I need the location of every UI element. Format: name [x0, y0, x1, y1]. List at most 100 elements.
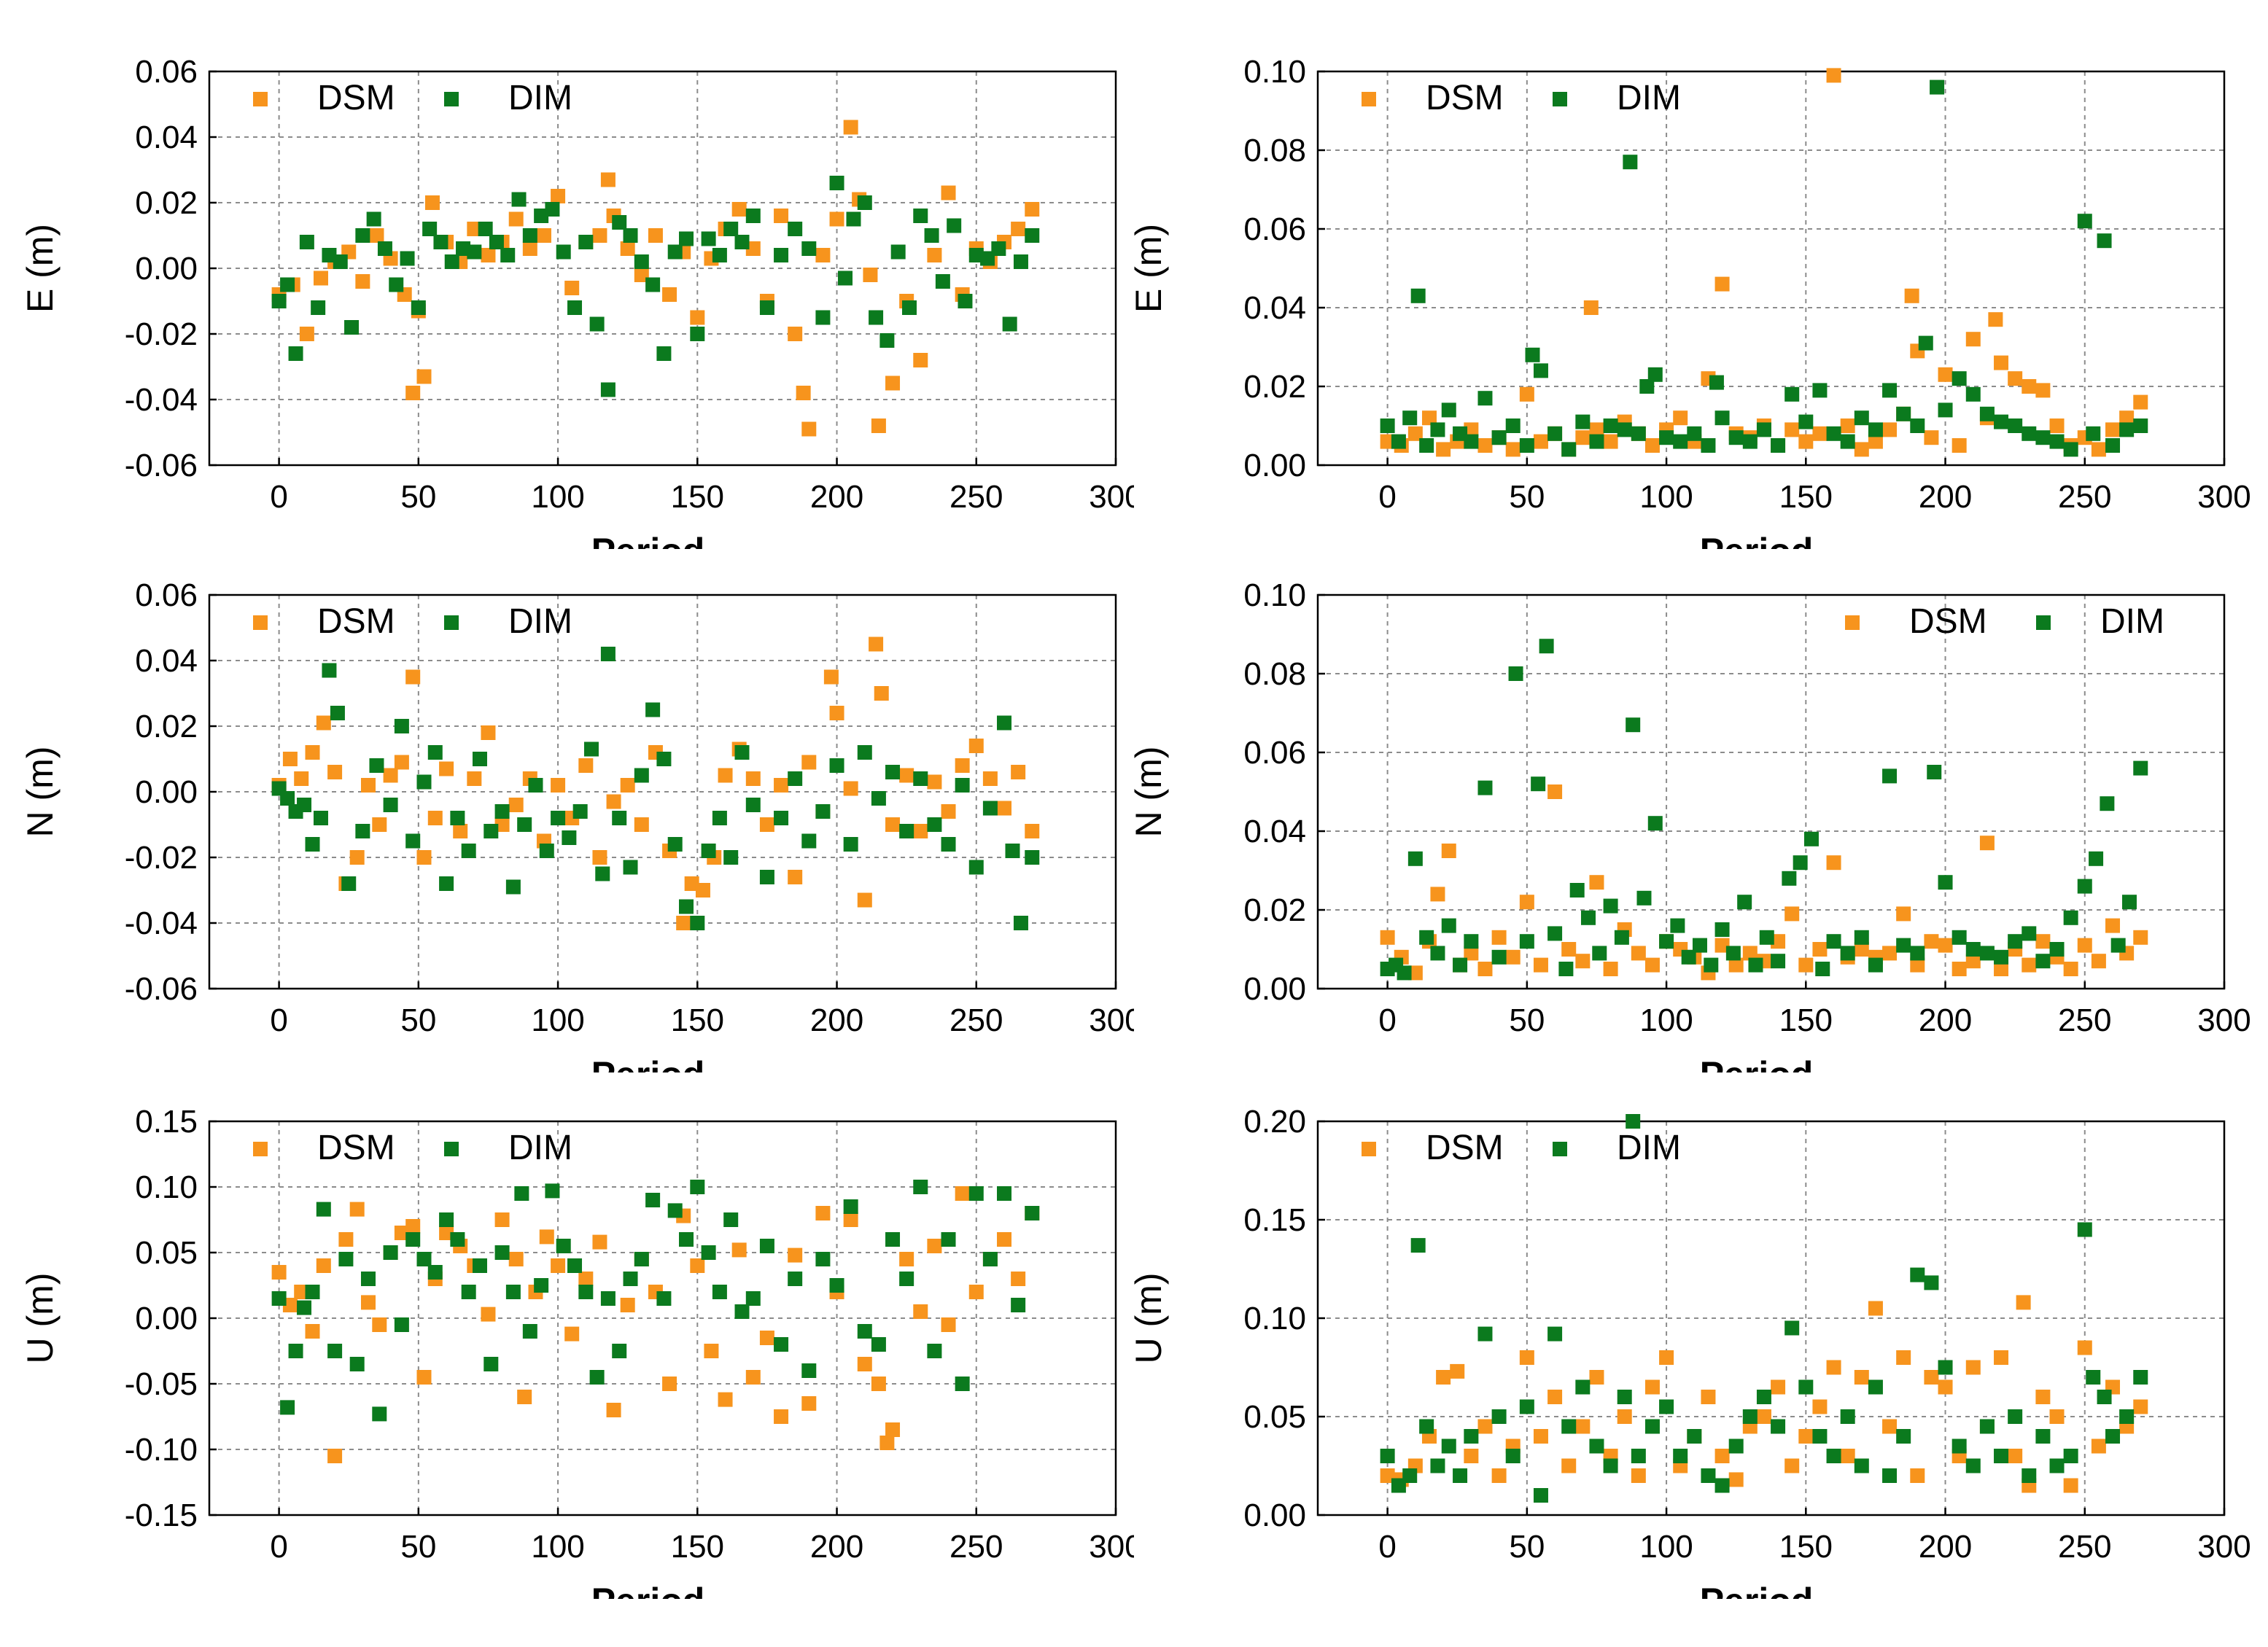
dsm-point [1728, 1472, 1744, 1487]
dim-point [723, 222, 739, 236]
dim-point [1477, 1326, 1493, 1342]
dsm-point [801, 755, 817, 770]
dim-point [333, 254, 348, 269]
dsm-point [453, 824, 468, 838]
dsm-point [869, 636, 884, 652]
x-axis-title: Period [1700, 531, 1814, 549]
dim-point [679, 1232, 694, 1247]
dim-point [589, 316, 605, 332]
dim-point [1826, 934, 1841, 949]
dim-point [968, 860, 984, 875]
dsm-point [774, 209, 789, 223]
dsm-point [885, 817, 901, 832]
plot-frame [208, 593, 1117, 990]
x-axis-title: Period [1700, 1581, 1814, 1599]
dim-point [991, 241, 1006, 256]
dsm-point [829, 211, 844, 227]
dsm-point [2063, 1478, 2078, 1493]
dsm-point [271, 1265, 287, 1280]
dim-point [1589, 1438, 1604, 1454]
dsm-point [1840, 418, 1855, 433]
dsm-point [564, 1326, 580, 1342]
legend-marker-dim [1553, 92, 1567, 106]
dsm-point [1910, 1468, 1925, 1483]
x-tick-label: 100 [1639, 1002, 1693, 1038]
dsm-point [1812, 426, 1828, 441]
dim-point [1533, 1488, 1548, 1503]
dim-point [2035, 954, 2051, 969]
dim-point [1910, 418, 1925, 433]
dsm-point [774, 778, 789, 793]
dsm-point [913, 353, 928, 367]
dsm-point [1477, 1419, 1493, 1434]
dim-point [489, 235, 504, 249]
dsm-point [857, 892, 872, 908]
dsm-point [774, 1409, 789, 1424]
dim-point [1826, 426, 1841, 441]
dim-point [369, 758, 384, 773]
series-dim [271, 176, 1040, 397]
dim-point [439, 1212, 454, 1227]
dsm-point [564, 281, 580, 295]
dsm-point [1938, 1379, 1953, 1395]
dsm-point [1882, 946, 1898, 961]
dsm-point [968, 1285, 984, 1299]
dim-point [997, 715, 1012, 731]
dsm-point [1924, 430, 1939, 445]
dim-point [1617, 422, 1632, 437]
dim-point [871, 791, 886, 806]
dsm-point [927, 248, 942, 262]
dim-point [885, 1232, 901, 1247]
dsm-point [1771, 1379, 1786, 1395]
dim-point [433, 235, 448, 249]
dim-point [299, 235, 314, 249]
dsm-point [1910, 957, 1925, 973]
dim-point [2133, 760, 2148, 776]
dsm-point [394, 1226, 409, 1240]
dim-point [556, 1239, 571, 1253]
dim-point [1910, 1267, 1925, 1282]
dim-point [801, 241, 817, 256]
dim-point [1854, 410, 1869, 426]
dsm-point [372, 817, 387, 832]
dsm-point [927, 1239, 942, 1253]
dsm-point [1882, 1419, 1898, 1434]
dsm-point [1561, 942, 1577, 957]
dim-point [1547, 426, 1563, 441]
dsm-point [1644, 438, 1660, 453]
dim-point [941, 1232, 956, 1247]
dsm-point [1952, 962, 1967, 976]
dim-point [427, 745, 443, 760]
dsm-point [941, 1317, 956, 1332]
dim-point [1025, 228, 1040, 243]
dim-point [1002, 316, 1017, 332]
dim-point [322, 663, 337, 678]
y-tick-label: -0.06 [125, 448, 198, 483]
x-tick-label: 250 [2058, 1002, 2111, 1038]
x-tick-label: 200 [1919, 1002, 1972, 1038]
dim-point [1391, 1478, 1406, 1493]
dim-point [2077, 214, 2092, 229]
dsm-point [1924, 1370, 1939, 1385]
plot-frame [1316, 593, 2226, 990]
dim-point [461, 1285, 476, 1299]
dsm-point [282, 1298, 298, 1312]
dim-point [1477, 780, 1493, 795]
dim-point [444, 254, 459, 269]
dim-point [1491, 430, 1507, 445]
dsm-point [416, 850, 432, 865]
dim-point [1430, 422, 1445, 437]
dsm-point [1854, 442, 1869, 457]
dsm-point [1464, 1449, 1479, 1463]
dim-point [1464, 434, 1479, 449]
dim-point [494, 1245, 510, 1260]
dim-point [405, 1232, 421, 1247]
dim-point [1539, 639, 1554, 654]
dim-point [1979, 946, 1995, 961]
dsm-point [2133, 1399, 2148, 1414]
dim-point [1025, 850, 1040, 865]
dim-point [1756, 422, 1771, 437]
dim-point [623, 860, 638, 875]
dim-point [1547, 926, 1563, 941]
dsm-point [2077, 938, 2092, 953]
